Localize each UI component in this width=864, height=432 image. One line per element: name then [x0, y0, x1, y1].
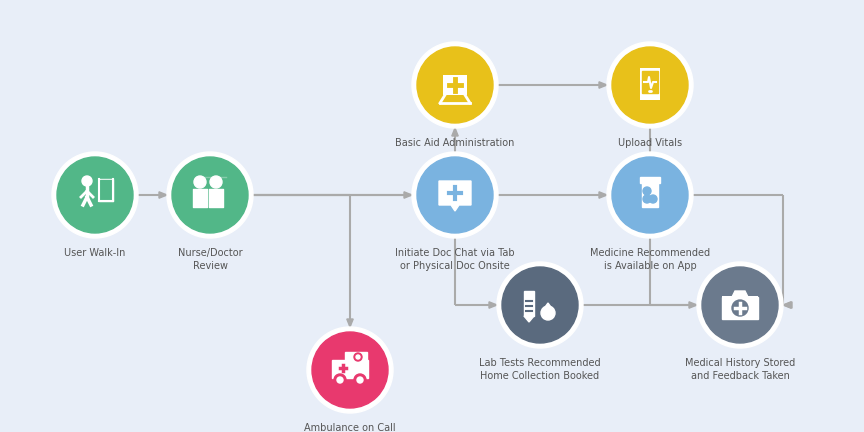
Text: User Walk-In: User Walk-In	[64, 248, 125, 258]
Circle shape	[334, 374, 346, 386]
Circle shape	[417, 157, 493, 233]
Text: Medicine Recommended
is Available on App: Medicine Recommended is Available on App	[590, 248, 710, 271]
Text: Nurse/Doctor
Review: Nurse/Doctor Review	[178, 248, 242, 271]
Circle shape	[607, 152, 693, 238]
Circle shape	[194, 176, 206, 188]
Circle shape	[412, 152, 498, 238]
Circle shape	[57, 157, 133, 233]
Bar	[722, 297, 758, 319]
Polygon shape	[722, 291, 758, 297]
Text: Lab Tests Recommended
Home Collection Booked: Lab Tests Recommended Home Collection Bo…	[480, 358, 600, 381]
Bar	[209, 189, 223, 207]
Circle shape	[356, 355, 360, 359]
Circle shape	[412, 42, 498, 128]
Circle shape	[307, 327, 393, 413]
Polygon shape	[784, 302, 792, 308]
Bar	[524, 291, 534, 316]
Circle shape	[502, 267, 578, 343]
Circle shape	[172, 157, 248, 233]
Bar	[640, 177, 660, 183]
Polygon shape	[159, 192, 167, 198]
Circle shape	[607, 42, 693, 128]
Bar	[99, 179, 113, 201]
Circle shape	[52, 152, 138, 238]
Circle shape	[702, 267, 778, 343]
Bar	[443, 75, 467, 95]
Circle shape	[612, 47, 688, 123]
Circle shape	[649, 195, 657, 203]
Text: Medical History Stored
and Feedback Taken: Medical History Stored and Feedback Take…	[685, 358, 795, 381]
Bar	[640, 68, 660, 100]
Bar	[642, 71, 658, 93]
Text: Upload Vitals: Upload Vitals	[618, 138, 682, 148]
Polygon shape	[439, 181, 471, 211]
Bar	[193, 189, 207, 207]
Circle shape	[357, 377, 363, 383]
Circle shape	[210, 176, 222, 188]
Bar	[332, 360, 368, 378]
Circle shape	[612, 157, 688, 233]
Bar	[100, 180, 112, 200]
Text: Basic Aid Administration: Basic Aid Administration	[396, 138, 515, 148]
Polygon shape	[489, 302, 497, 308]
Circle shape	[732, 300, 748, 316]
Circle shape	[354, 374, 366, 386]
Circle shape	[643, 195, 651, 203]
Circle shape	[541, 306, 555, 320]
Polygon shape	[599, 82, 607, 88]
Polygon shape	[783, 302, 791, 308]
Circle shape	[643, 187, 651, 195]
Polygon shape	[346, 319, 353, 327]
Circle shape	[417, 47, 493, 123]
Circle shape	[82, 176, 92, 186]
Polygon shape	[689, 302, 697, 308]
Polygon shape	[524, 316, 534, 322]
Polygon shape	[543, 303, 553, 310]
Circle shape	[354, 353, 362, 361]
Polygon shape	[404, 192, 412, 198]
Circle shape	[337, 377, 343, 383]
Polygon shape	[599, 192, 607, 198]
Text: Initiate Doc Chat via Tab
or Physical Doc Onsite: Initiate Doc Chat via Tab or Physical Do…	[395, 248, 515, 271]
Circle shape	[312, 332, 388, 408]
Circle shape	[497, 262, 583, 348]
Bar	[345, 352, 367, 362]
Bar	[642, 181, 658, 207]
Polygon shape	[452, 128, 458, 136]
Text: Ambulance on Call
for Emergencies: Ambulance on Call for Emergencies	[304, 423, 396, 432]
Circle shape	[167, 152, 253, 238]
Circle shape	[697, 262, 783, 348]
